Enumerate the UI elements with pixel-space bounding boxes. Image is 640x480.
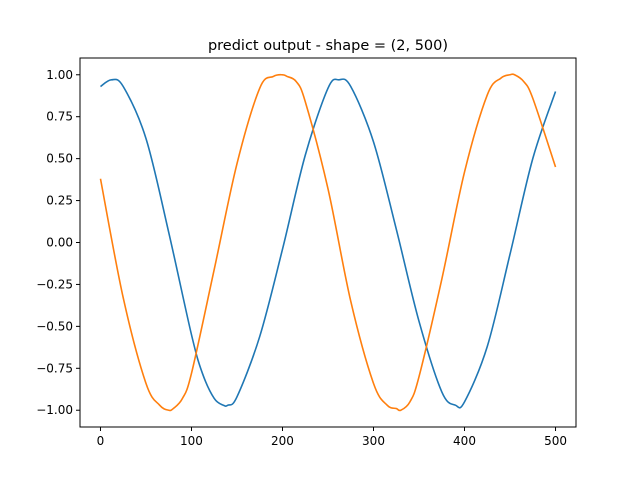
y-tick-label: −0.25	[36, 277, 73, 291]
y-tick-label: 0.50	[46, 152, 73, 166]
series-line-1	[100, 78, 557, 409]
y-tick-label: 0.25	[46, 194, 73, 208]
x-tick-label: 100	[180, 434, 203, 448]
y-tick-label: 0.75	[46, 110, 73, 124]
x-tick-label: 300	[362, 434, 385, 448]
series-line-2	[99, 73, 557, 412]
y-tick-label: 0.00	[46, 236, 73, 250]
x-tick-label: 400	[453, 434, 476, 448]
x-tick-label: 200	[271, 434, 294, 448]
y-tick-label: −0.75	[36, 361, 73, 375]
y-tick-label: −1.00	[36, 403, 73, 417]
x-tick-label: 500	[544, 434, 567, 448]
y-tick-label: 1.00	[46, 68, 73, 82]
x-tick-label: 0	[97, 434, 105, 448]
chart-title: predict output - shape = (2, 500)	[208, 38, 448, 54]
y-tick-label: −0.50	[36, 319, 73, 333]
